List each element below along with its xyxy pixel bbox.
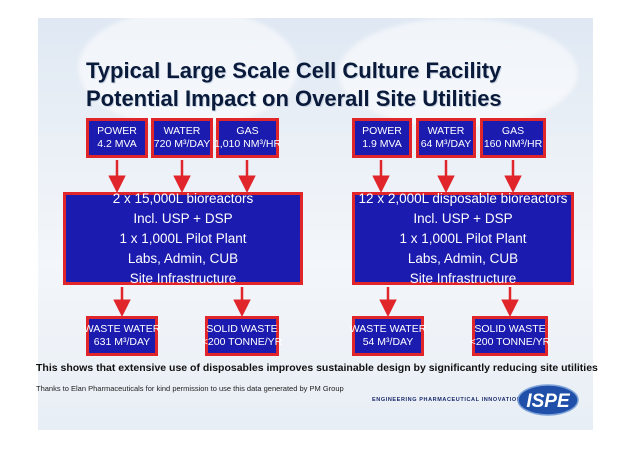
- right-water-box: WATER 64 M³/DAY: [416, 118, 476, 158]
- right-solid-waste-label: SOLID WASTE: [474, 323, 546, 335]
- left-solid-waste-value: <200 TONNE/YR: [201, 336, 283, 348]
- left-solid-waste-box: SOLID WASTE <200 TONNE/YR: [201, 316, 283, 356]
- left-water-value: 720 M³/DAY: [153, 138, 211, 150]
- ispe-tagline: ENGINEERING PHARMACEUTICAL INNOVATION: [372, 397, 522, 403]
- right-solid-waste-box: SOLID WASTE <200 TONNE/YR: [469, 316, 551, 356]
- left-waste-water-value: 631 M³/DAY: [93, 336, 151, 348]
- right-waste-water-value: 54 M³/DAY: [362, 336, 414, 348]
- left-water-label: WATER: [163, 125, 201, 137]
- right-facility-line: Incl. USP + DSP: [413, 210, 513, 226]
- ispe-logo: ISPE: [517, 384, 579, 416]
- right-water-label: WATER: [427, 125, 465, 137]
- left-power-label: POWER: [97, 125, 137, 137]
- left-waste-water-label: WASTE WATER: [83, 323, 161, 335]
- right-waste-water-label: WASTE WATER: [349, 323, 427, 335]
- left-water-box: WATER 720 M³/DAY: [151, 118, 213, 158]
- right-power-label: POWER: [362, 125, 402, 137]
- ispe-logo-text: ISPE: [526, 391, 571, 412]
- left-power-box: POWER 4.2 MVA: [86, 118, 148, 158]
- right-waste-water-box: WASTE WATER 54 M³/DAY: [349, 316, 427, 356]
- title-line-1: Typical Large Scale Cell Culture Facilit…: [86, 58, 502, 83]
- right-facility-line: 12 x 2,000L disposable bioreactors: [358, 190, 568, 206]
- right-solid-waste-value: <200 TONNE/YR: [469, 336, 551, 348]
- left-facility-box: 2 x 15,000L bioreactors Incl. USP + DSP …: [63, 190, 303, 286]
- right-facility-line: Site Infrastructure: [409, 270, 517, 286]
- world-map-decoration: [338, 18, 578, 128]
- conclusion-statement: This shows that extensive use of disposa…: [36, 362, 598, 374]
- left-gas-box: GAS 1,010 NM³/HR: [213, 118, 282, 158]
- left-facility-line: 2 x 15,000L bioreactors: [112, 190, 254, 206]
- left-facility-line: Labs, Admin, CUB: [127, 250, 239, 266]
- left-waste-water-box: WASTE WATER 631 M³/DAY: [83, 316, 161, 356]
- right-gas-box: GAS 160 NM³/HR: [480, 118, 546, 158]
- title-line-2: Potential Impact on Overall Site Utiliti…: [86, 86, 502, 111]
- right-facility-line: Labs, Admin, CUB: [407, 250, 519, 266]
- right-water-value: 64 M³/DAY: [420, 138, 472, 150]
- right-power-box: POWER 1.9 MVA: [352, 118, 412, 158]
- right-gas-value: 160 NM³/HR: [483, 138, 543, 150]
- left-gas-value: 1,010 NM³/HR: [213, 138, 282, 150]
- left-gas-label: GAS: [236, 125, 259, 137]
- left-facility-line: Site Infrastructure: [129, 270, 237, 286]
- right-power-value: 1.9 MVA: [362, 138, 402, 150]
- right-facility-box: 12 x 2,000L disposable bioreactors Incl.…: [352, 190, 574, 286]
- left-solid-waste-label: SOLID WASTE: [206, 323, 278, 335]
- left-power-value: 4.2 MVA: [97, 138, 137, 150]
- left-facility-line: 1 x 1,000L Pilot Plant: [119, 230, 247, 246]
- right-facility-line: 1 x 1,000L Pilot Plant: [399, 230, 527, 246]
- world-map-decoration: [78, 18, 298, 128]
- right-gas-label: GAS: [501, 125, 525, 137]
- credit-note: Thanks to Elan Pharmaceuticals for kind …: [36, 384, 344, 393]
- left-facility-line: Incl. USP + DSP: [133, 210, 233, 226]
